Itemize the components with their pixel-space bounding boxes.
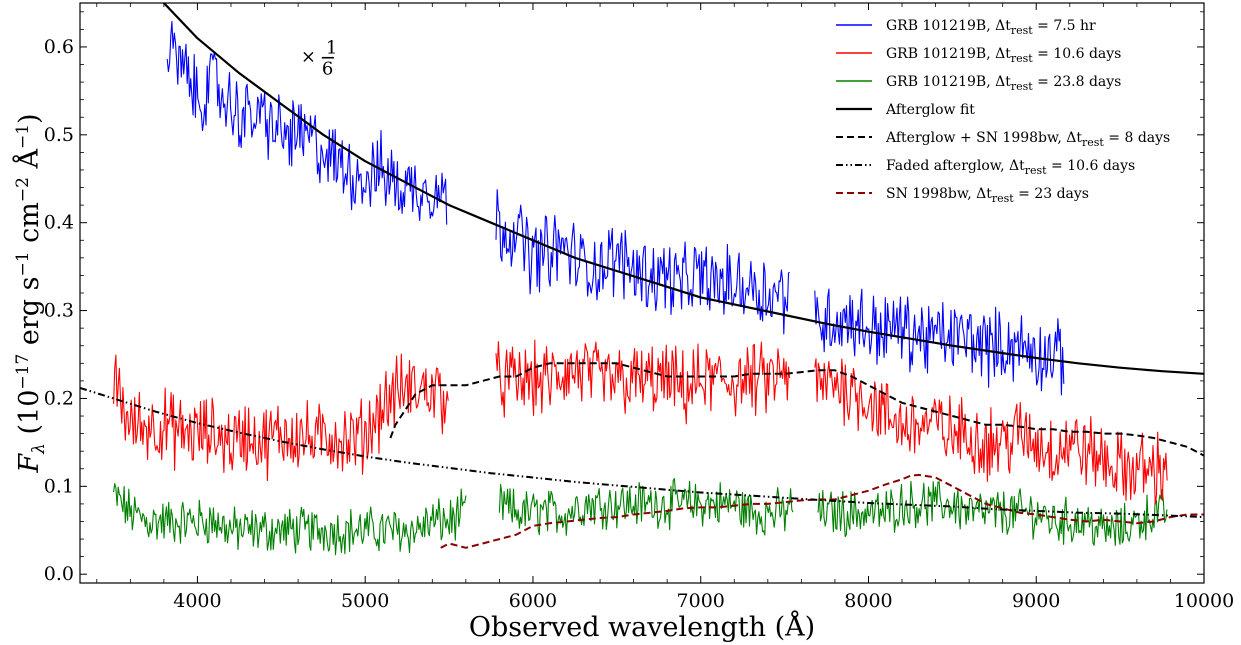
annotation-denominator: 6 <box>322 59 333 80</box>
annotation-times: × <box>301 47 316 68</box>
series-line-2-segment-2 <box>817 480 1168 546</box>
series-line-0-segment-0 <box>166 20 448 225</box>
series-line-1-segment-1 <box>495 339 791 425</box>
y-axis-title: Fλ (10−17 erg s−1 cm−2 Å−1) <box>12 113 49 473</box>
legend-label-5: Faded afterglow, Δtrest = 10.6 days <box>886 158 1135 177</box>
legend-label-1: GRB 101219B, Δtrest = 10.6 days <box>886 46 1121 65</box>
y-tick-label: 0.3 <box>44 300 74 322</box>
y-axis-title-text: Fλ (10−17 erg s−1 cm−2 Å−1) <box>12 113 49 473</box>
scale-annotation: × 16 <box>301 38 337 80</box>
y-tick-label: 0.4 <box>44 212 74 234</box>
axes-layer: 4000 5000 6000 7000 8000 9000 10000 0.0 0.1 0.2 0.… <box>12 2 1234 643</box>
legend: GRB 101219B, Δtrest = 7.5 hr GRB 101219B,… <box>836 18 1170 205</box>
y-tick-label: 0.0 <box>44 563 74 585</box>
series-line-1-segment-0 <box>113 353 449 482</box>
legend-label-2: GRB 101219B, Δtrest = 23.8 days <box>886 74 1121 93</box>
y-tick-label: 0.5 <box>44 124 74 146</box>
series-line-1-segment-2 <box>814 358 1168 505</box>
series-line-0-segment-1 <box>495 189 790 335</box>
x-tick-label: 4000 <box>173 590 221 612</box>
legend-label-0: GRB 101219B, Δtrest = 7.5 hr <box>886 18 1096 37</box>
series-line-6-segment-0 <box>440 473 1204 549</box>
annotation-numerator: 1 <box>326 38 337 59</box>
x-tick-label: 10000 <box>1174 590 1234 612</box>
x-tick-label: 5000 <box>341 590 389 612</box>
series-line-4-segment-0 <box>389 362 1204 457</box>
x-axis-title: Observed wavelength (Å) <box>469 610 815 643</box>
x-tick-label: 6000 <box>509 590 557 612</box>
x-tick-label: 7000 <box>677 590 725 612</box>
y-tick-label: 0.6 <box>44 36 74 58</box>
series-line-2-segment-0 <box>113 483 467 556</box>
y-tick-label: 0.1 <box>44 475 74 497</box>
series-line-2-segment-1 <box>498 478 794 536</box>
legend-label-4: Afterglow + SN 1998bw, Δtrest = 8 days <box>885 130 1170 149</box>
series-line-0-segment-2 <box>814 288 1065 396</box>
legend-label-3: Afterglow fit <box>885 102 975 118</box>
series-line-3-segment-0 <box>162 3 1204 375</box>
legend-label-6: SN 1998bw, Δtrest = 23 days <box>886 186 1089 205</box>
y-tick-label: 0.2 <box>44 387 74 409</box>
series-layer <box>80 3 1204 556</box>
x-tick-label: 8000 <box>844 590 892 612</box>
series-line-5-segment-0 <box>80 386 1204 519</box>
x-tick-label: 9000 <box>1012 590 1060 612</box>
